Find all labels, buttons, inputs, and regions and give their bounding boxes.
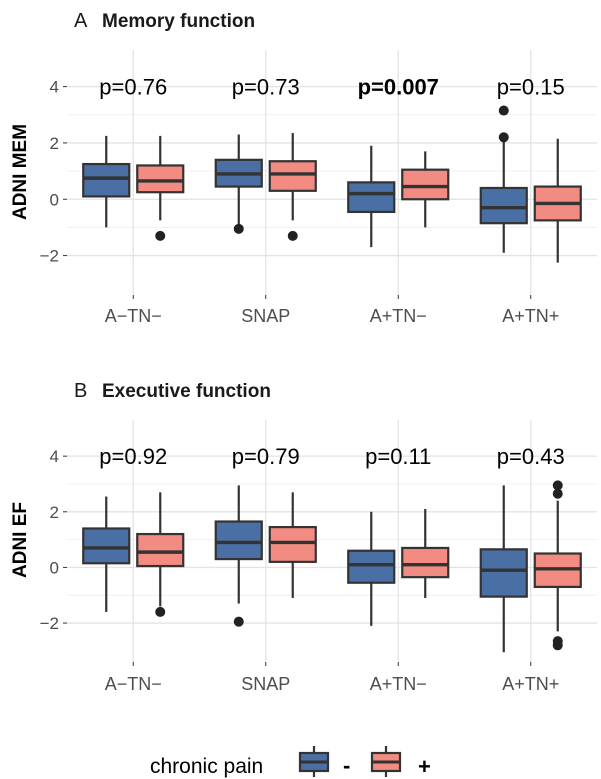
panel-b-xtick-label: A+TN+ — [502, 674, 559, 694]
panel-a-xtick-label: A−TN− — [105, 306, 162, 326]
panel-b-box-minus — [479, 485, 528, 653]
legend-label-minus: - — [343, 753, 350, 778]
panel-b-pvalue: p=0.11 — [365, 444, 431, 469]
panel-b-pvalue: p=0.43 — [497, 444, 565, 469]
panel-a-ylabel: ADNI MEM — [10, 124, 31, 220]
panel-b-box-minus — [347, 511, 396, 626]
box-iqr — [401, 168, 450, 201]
box-iqr — [214, 520, 263, 561]
panel-b-ytick-label: 0 — [50, 558, 59, 577]
outlier-point — [498, 132, 509, 143]
panel-a-box-minus — [479, 105, 528, 253]
panel-a-box-minus — [214, 134, 263, 234]
panel-a-plot: −2 0 2 4 p=0.76 p=0.73 p=0.007 p=0.15 A−TN− SNAP A… — [40, 50, 597, 326]
outlier-point — [233, 616, 244, 627]
box-iqr — [479, 548, 528, 598]
legend-label-plus: + — [418, 754, 431, 779]
panel-a-letter: A — [74, 10, 88, 32]
panel-b-ytick-label: −2 — [40, 614, 59, 633]
outlier-point — [552, 488, 563, 499]
panel-a-box-minus — [82, 135, 131, 228]
panel-b-box-plus — [136, 492, 185, 617]
panel-a-ytick-label: 0 — [50, 190, 59, 209]
panel-b-letter: B — [74, 380, 87, 402]
legend: chronic pain - + — [150, 746, 431, 779]
panel-b-box-minus — [214, 485, 263, 627]
legend-key-plus — [370, 746, 402, 777]
panel-b-ytick-label: 4 — [50, 447, 59, 466]
outlier-point — [155, 606, 166, 617]
panel-a-box-plus — [401, 151, 450, 228]
panel-b-box-minus — [82, 496, 131, 612]
panel-b-box-plus — [401, 509, 450, 599]
box-iqr — [268, 160, 317, 192]
panel-a-pvalue: p=0.007 — [358, 75, 439, 100]
panel-a-ytick-label: 2 — [50, 134, 59, 153]
panel-b-title: Executive function — [102, 381, 271, 402]
box-iqr — [136, 532, 185, 568]
box-iqr — [401, 546, 450, 579]
box-iqr — [82, 527, 131, 565]
outlier-point — [552, 640, 563, 651]
legend-title: chronic pain — [150, 755, 263, 778]
panel-b-plot: −2 0 2 4 p=0.92 p=0.79 p=0.11 p=0.43 A−TN− SNAP A+… — [40, 420, 597, 694]
panel-a-pvalue: p=0.76 — [99, 75, 167, 100]
box-iqr — [82, 162, 131, 198]
box-iqr — [479, 186, 528, 225]
outlier-point — [498, 105, 509, 116]
panel-b-box-plus — [268, 492, 317, 599]
box-iqr — [136, 164, 185, 194]
panel-b-pvalue: p=0.92 — [99, 444, 167, 469]
panel-b-ylabel: ADNI EF — [10, 502, 31, 578]
panel-a-pvalue: p=0.73 — [232, 75, 300, 100]
outlier-point — [552, 480, 563, 491]
outlier-point — [287, 230, 298, 241]
panel-a-xtick-label: A+TN+ — [502, 306, 559, 326]
panel-a-title: Memory function — [102, 11, 255, 32]
panel-b-pvalue: p=0.79 — [232, 444, 300, 469]
panel-a-pvalue: p=0.15 — [497, 75, 565, 100]
panel-b-xtick-label: A−TN− — [105, 674, 162, 694]
box-iqr — [347, 549, 396, 584]
panel-b-box-plus — [533, 480, 582, 651]
panel-b-ytick-label: 2 — [50, 503, 59, 522]
outlier-point — [155, 230, 166, 241]
panel-a-ytick-label: 4 — [50, 78, 59, 97]
panel-a-box-plus — [533, 138, 582, 263]
panel-a-box-minus — [347, 145, 396, 248]
box-iqr — [268, 525, 317, 563]
legend-key-minus — [298, 746, 330, 777]
panel-b-xtick-label: A+TN− — [370, 674, 427, 694]
panel-a-box-plus — [268, 133, 317, 241]
box-iqr — [347, 181, 396, 214]
panel-a-xtick-label: SNAP — [241, 306, 290, 326]
outlier-point — [233, 223, 244, 234]
panel-a-box-plus — [136, 135, 185, 241]
panel-a-ytick-label: −2 — [40, 247, 59, 266]
panel-a-xtick-label: A+TN− — [370, 306, 427, 326]
panel-b-xtick-label: SNAP — [241, 674, 290, 694]
